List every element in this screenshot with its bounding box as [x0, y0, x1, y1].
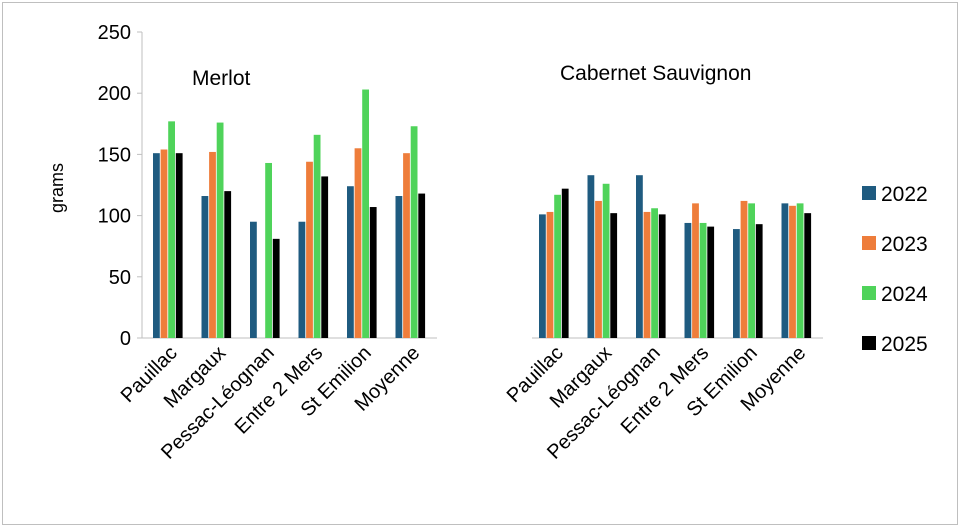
bar-2022 [636, 175, 643, 338]
bar-2024 [602, 183, 610, 338]
bar-2024 [362, 89, 369, 338]
bar-2022 [733, 229, 740, 338]
bar-2025 [707, 226, 715, 338]
y-tick-label: 100 [98, 206, 131, 228]
legend-label-2023: 2023 [881, 233, 928, 256]
bar-2024 [748, 203, 755, 338]
bar-2022 [395, 196, 403, 338]
bar-2023 [160, 149, 168, 338]
group-title-cabernet-sauvignon: Cabernet Sauvignon [560, 62, 751, 85]
y-tick-label: 250 [98, 22, 131, 44]
bar-2023 [209, 151, 216, 338]
bar-2025 [321, 176, 329, 338]
bar-2022 [250, 221, 257, 338]
bar-2023 [595, 200, 602, 338]
legend-swatch-2025 [862, 336, 876, 350]
bar-2025 [658, 214, 666, 338]
bar-2025 [610, 213, 618, 338]
bar-2022 [781, 203, 789, 338]
bar-2023 [403, 153, 410, 338]
bar-2024 [554, 194, 561, 338]
bar-2024 [410, 126, 418, 338]
bar-2022 [347, 186, 354, 338]
bar-2023 [692, 203, 699, 338]
bar-2023 [546, 211, 554, 338]
bar-2022 [298, 221, 306, 338]
bar-2024 [651, 208, 658, 338]
legend-label-2025: 2025 [881, 333, 928, 356]
y-tick-label: 200 [98, 83, 131, 105]
bar-2022 [539, 214, 546, 338]
bar-2023 [306, 161, 313, 338]
bar-2025 [224, 191, 232, 338]
y-tick-label: 50 [109, 267, 131, 289]
bar-2025 [175, 153, 183, 338]
y-tick-label: 0 [120, 328, 131, 350]
bar-2025 [804, 213, 812, 338]
bar-2022 [587, 175, 595, 338]
y-axis-title: grams [47, 163, 67, 213]
bar-2023 [740, 200, 748, 338]
bar-2025 [755, 224, 763, 338]
bar-2023 [643, 211, 651, 338]
bar-2022 [201, 196, 209, 338]
bar-2025 [561, 188, 569, 338]
y-tick-label: 150 [98, 144, 131, 166]
legend-swatch-2024 [862, 286, 876, 300]
bar-2022 [684, 222, 692, 338]
group-title-merlot: Merlot [192, 67, 251, 90]
bar-2025 [272, 238, 280, 338]
bar-2023 [354, 148, 362, 338]
bar-2024 [216, 122, 224, 339]
bar-2025 [418, 193, 426, 338]
bar-2024 [796, 203, 804, 338]
bar-2025 [369, 207, 377, 338]
bar-2024 [265, 162, 272, 338]
bar-2022 [153, 153, 160, 338]
legend-label-2024: 2024 [881, 283, 928, 306]
bar-2023 [789, 205, 796, 338]
bar-2024 [168, 121, 175, 339]
legend-swatch-2023 [862, 236, 876, 250]
legend-swatch-2022 [862, 186, 876, 200]
bar-2024 [313, 134, 321, 338]
legend-label-2022: 2022 [881, 183, 928, 206]
bar-2024 [699, 222, 707, 338]
